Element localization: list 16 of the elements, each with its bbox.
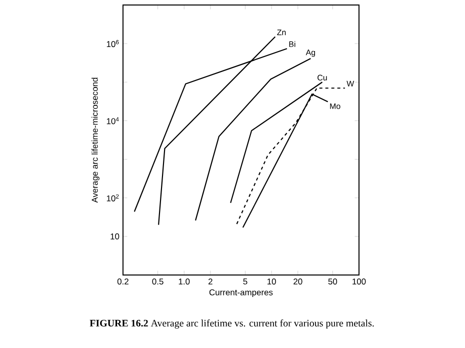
y-tick-label: 10$^{6}$	[106, 40, 119, 48]
x-tick-label: 1.0	[178, 278, 190, 285]
text: FIGURE 16.2 Average arc lifetime vs. current for various pure metals.	[90, 319, 374, 329]
y-tick-label: 10$^{2}$	[106, 194, 119, 202]
x-tick-label: 50	[328, 278, 338, 285]
y-tick-label: 10	[110, 233, 120, 240]
x-tick-label: 0.5	[152, 278, 164, 285]
x-tick-label: 0.2	[117, 278, 128, 285]
x-tick-label: 20	[294, 278, 302, 285]
y-tick-label: 10$^{4}$	[106, 117, 119, 124]
x-tick-label: 5	[243, 278, 248, 284]
x-tick-label: 10	[267, 278, 276, 285]
x-tick-label: 2	[208, 278, 212, 284]
x-tick-label: 100	[352, 278, 366, 285]
y-axis-title: Average arc lifetime-microsecond	[92, 78, 100, 203]
x-axis-title: Current-amperes	[209, 289, 273, 298]
